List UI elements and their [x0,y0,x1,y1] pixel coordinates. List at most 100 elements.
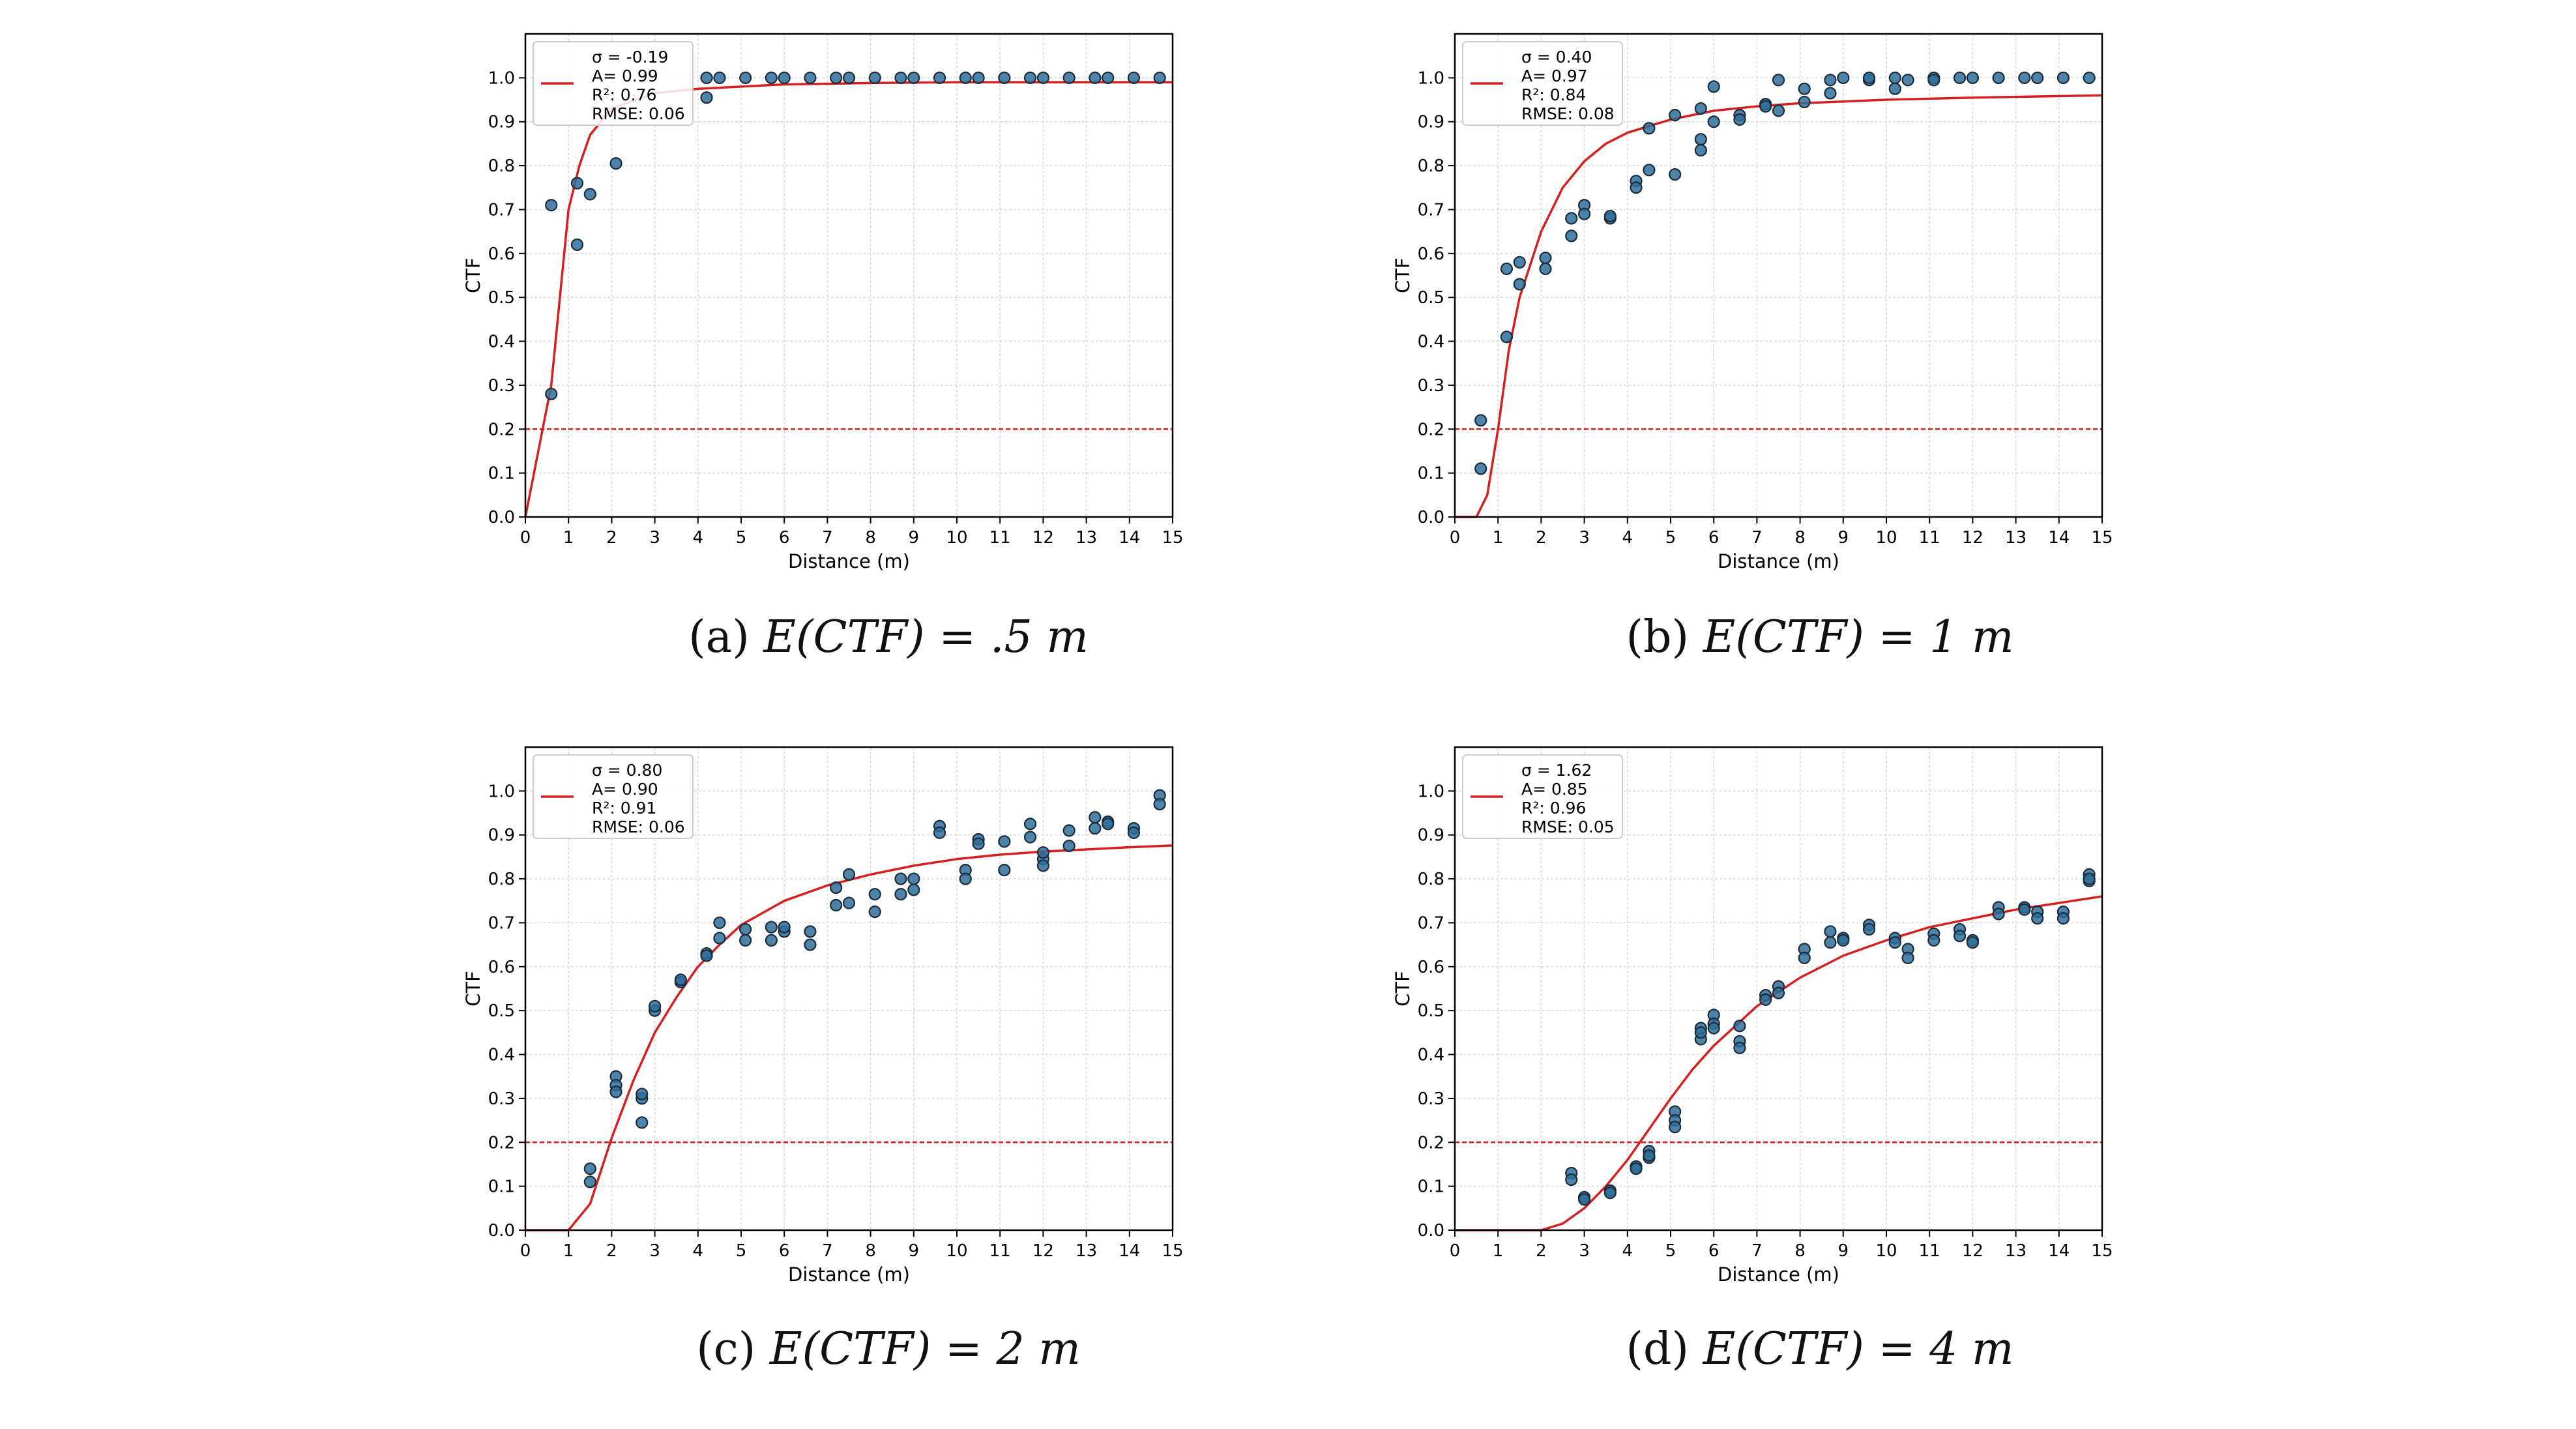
y-axis-label: CTF [1392,971,1414,1007]
data-point [1565,1173,1578,1186]
data-point [933,71,946,84]
fit-curve [524,81,1173,518]
data-point [1023,818,1037,831]
x-tick-label: 14 [1119,528,1140,548]
data-point [1630,1162,1643,1175]
data-point [1539,262,1552,275]
data-point [1513,278,1526,291]
caption-c: (c) E(CTF) = 2 m [563,1323,1214,1375]
data-point [1953,71,1967,84]
x-axis-label: Distance (m) [1718,1263,1839,1286]
y-tick-label: 0.2 [488,1133,515,1153]
data-point [830,881,843,894]
y-tick-label: 1.0 [1418,68,1444,88]
y-tick-label: 1.0 [1418,782,1444,801]
data-point [1565,229,1578,243]
data-point [1565,212,1578,225]
data-point [1102,71,1115,84]
caption-tag: (d) [1626,1323,1690,1375]
data-point [972,71,985,84]
x-tick-label: 14 [2048,1241,2070,1261]
caption-a: (a) E(CTF) = .5 m [563,611,1214,663]
x-tick-label: 5 [736,528,747,548]
data-point [1089,71,1102,84]
x-tick-label: 0 [520,1241,531,1261]
legend-text: A= 0.90 [592,780,658,799]
x-tick-label: 13 [2005,1241,2027,1261]
x-tick-label: 0 [1450,1241,1461,1261]
y-tick-label: 0.1 [1418,1177,1444,1197]
data-point [804,925,817,938]
data-point [1669,168,1682,181]
data-point [830,71,843,84]
chart-panel-c: 0 1 2 3 4 5 6 7 8 9 10 11 12 13 14 150.00.10.20.30.40.5… [462,746,1184,1286]
data-point [1089,811,1102,824]
legend-text: σ = 1.62 [1521,761,1592,780]
data-point [998,71,1011,84]
legend-text: RMSE: 0.06 [592,818,685,836]
legend-box [533,754,694,839]
data-point [2018,903,2031,916]
caption-expression: E(CTF) = 2 m [769,1323,1081,1375]
legend-box [1462,41,1623,126]
data-point [2031,912,2044,925]
fit-curve [1455,895,2103,1231]
data-point [778,71,791,84]
x-tick-label: 15 [2091,528,2113,548]
y-axis-label: CTF [462,258,484,293]
data-point [1089,822,1102,835]
data-point [1888,936,1901,949]
x-tick-label: 6 [779,1241,790,1261]
x-tick-label: 4 [693,1241,704,1261]
y-tick-label: 0.0 [1418,508,1444,527]
axes-frame [524,33,1174,518]
y-tick-label: 0.9 [1418,826,1444,846]
x-tick-label: 4 [693,528,704,548]
data-point [1901,74,1914,87]
data-point [842,868,856,881]
data-point [700,71,713,84]
x-tick-label: 14 [2048,528,2070,548]
data-point [739,934,752,947]
data-point [1798,951,1811,964]
y-tick-label: 0.8 [488,156,515,176]
x-tick-label: 9 [909,1241,920,1261]
data-point [1669,1121,1682,1134]
x-tick-label: 7 [1751,1241,1763,1261]
data-point [2031,71,2044,84]
data-point [765,71,778,84]
data-point [570,238,584,251]
data-point [1643,1149,1656,1162]
data-point [609,157,622,170]
y-tick-label: 0.5 [488,288,515,308]
data-point [778,921,791,934]
legend-box [1462,754,1623,839]
data-point [1127,71,1141,84]
x-axis-label: Distance (m) [1718,550,1839,572]
x-tick-label: 12 [1032,528,1054,548]
data-point [1772,986,1785,999]
x-tick-label: 11 [1919,528,1940,548]
y-tick-label: 0.3 [1418,376,1444,396]
data-point [959,872,972,885]
x-tick-label: 6 [1708,1241,1720,1261]
y-tick-label: 0.3 [488,376,515,396]
data-point [1500,331,1514,344]
x-tick-label: 4 [1622,1241,1633,1261]
y-tick-label: 1.0 [488,782,515,801]
caption-expression: E(CTF) = 4 m [1703,1323,2014,1375]
data-point [1759,100,1772,113]
y-tick-label: 0.3 [1418,1089,1444,1109]
x-tick-label: 5 [1665,1241,1676,1261]
data-point [739,922,752,936]
x-tick-label: 10 [1875,528,1897,548]
data-point [545,387,558,400]
legend-text: RMSE: 0.05 [1521,818,1615,836]
data-point [1888,71,1901,84]
x-tick-label: 12 [1962,1241,1983,1261]
y-tick-label: 0.4 [1418,332,1444,352]
data-point [609,1085,622,1098]
data-point [1062,824,1076,837]
x-tick-label: 8 [865,1241,876,1261]
